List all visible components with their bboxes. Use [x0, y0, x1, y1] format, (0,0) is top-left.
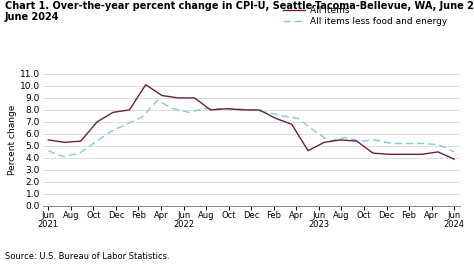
All items	[240, 108, 246, 111]
All items	[110, 111, 116, 114]
All items less food and energy	[139, 116, 145, 119]
All items less food and energy	[155, 99, 160, 102]
All items	[191, 96, 197, 100]
All items less food and energy	[233, 107, 238, 110]
All items less food and energy	[280, 114, 285, 117]
All items less food and energy	[186, 111, 191, 114]
All items	[62, 141, 67, 144]
All items	[159, 94, 165, 97]
All items less food and energy	[264, 111, 270, 114]
All items less food and energy	[327, 140, 332, 143]
All items less food and energy	[342, 136, 348, 139]
Line: All items less food and energy: All items less food and energy	[48, 100, 454, 157]
Y-axis label: Percent change: Percent change	[8, 105, 17, 175]
All items	[321, 141, 327, 144]
All items less food and energy	[311, 129, 317, 132]
All items less food and energy	[108, 130, 114, 133]
All items	[354, 140, 360, 143]
All items	[305, 149, 311, 152]
Legend: All items, All items less food and energy: All items, All items less food and energ…	[283, 6, 447, 26]
All items	[402, 153, 408, 156]
All items	[419, 153, 425, 156]
All items	[46, 138, 51, 142]
All items less food and energy	[358, 140, 364, 143]
Text: June 2024: June 2024	[5, 12, 59, 22]
All items less food and energy	[77, 152, 82, 155]
All items less food and energy	[248, 108, 254, 111]
All items	[208, 108, 213, 111]
All items	[386, 153, 392, 156]
All items	[224, 107, 230, 110]
All items	[175, 96, 181, 100]
All items	[143, 83, 148, 86]
All items less food and energy	[404, 142, 410, 145]
All items less food and energy	[124, 123, 129, 126]
All items	[273, 117, 278, 120]
All items less food and energy	[46, 149, 51, 152]
All items less food and energy	[389, 142, 394, 145]
All items less food and energy	[420, 142, 426, 145]
All items less food and energy	[92, 141, 98, 144]
All items	[370, 152, 376, 155]
All items	[289, 123, 295, 126]
All items	[435, 150, 441, 153]
All items	[94, 120, 100, 124]
All items less food and energy	[451, 150, 457, 153]
All items	[256, 108, 262, 111]
All items less food and energy	[201, 107, 207, 110]
All items less food and energy	[436, 143, 441, 146]
All items less food and energy	[61, 155, 67, 158]
Text: Chart 1. Over-the-year percent change in CPI-U, Seattle-Tacoma-Bellevue, WA, Jun: Chart 1. Over-the-year percent change in…	[5, 1, 474, 11]
All items	[337, 138, 343, 142]
All items	[127, 108, 132, 111]
All items less food and energy	[217, 107, 223, 110]
All items less food and energy	[373, 138, 379, 142]
All items less food and energy	[295, 117, 301, 120]
All items	[78, 140, 83, 143]
All items less food and energy	[170, 107, 176, 110]
All items	[451, 158, 457, 161]
Line: All items: All items	[48, 85, 454, 159]
Text: Source: U.S. Bureau of Labor Statistics.: Source: U.S. Bureau of Labor Statistics.	[5, 252, 169, 261]
